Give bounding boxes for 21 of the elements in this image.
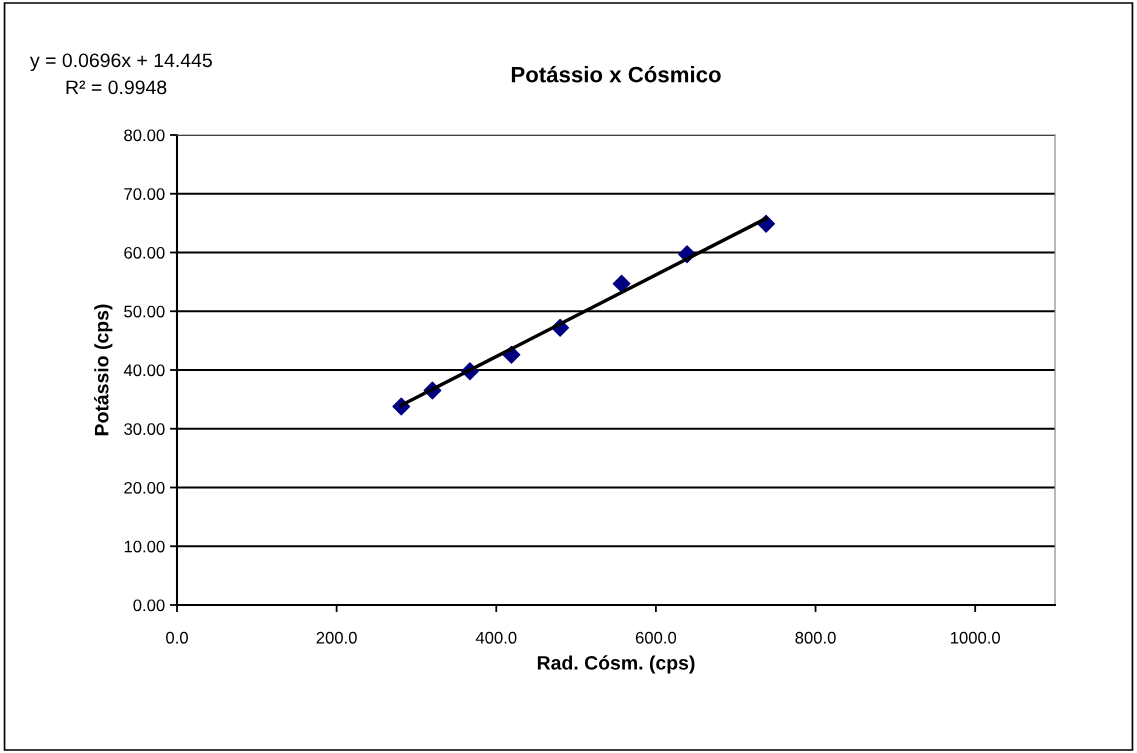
y-tick-label: 80.00 bbox=[124, 129, 165, 142]
x-tick-label: 600.0 bbox=[635, 631, 677, 644]
y-tick-label: 60.00 bbox=[124, 246, 165, 259]
x-tick-label: 1000.0 bbox=[950, 631, 1001, 644]
text: R² = 0.9948 bbox=[66, 80, 167, 95]
y-tick-label: 30.00 bbox=[124, 423, 165, 435]
x-tick-label: 800.0 bbox=[795, 631, 836, 644]
y-tick-label: 0.00 bbox=[133, 599, 165, 612]
y-axis-title: Potássio (cps) bbox=[94, 304, 113, 436]
point bbox=[612, 274, 631, 293]
x-axis-title: Rad. Cósm. (cps) bbox=[537, 655, 695, 674]
y-tick-label: 10.00 bbox=[124, 540, 165, 553]
chart-title: Potássio x Cósmico bbox=[511, 65, 721, 83]
x-tick-label: 0.0 bbox=[166, 631, 188, 644]
text: y = 0.0696x + 14.445 bbox=[30, 53, 212, 72]
y-tick-label: 70.00 bbox=[124, 188, 165, 200]
y-tick-label: 20.00 bbox=[124, 481, 165, 494]
y-tick-label: 40.00 bbox=[123, 364, 165, 377]
x-tick-label: 200.0 bbox=[316, 631, 357, 644]
y-tick-label: 50.00 bbox=[124, 305, 165, 318]
x-tick-label: 400.0 bbox=[475, 631, 517, 644]
